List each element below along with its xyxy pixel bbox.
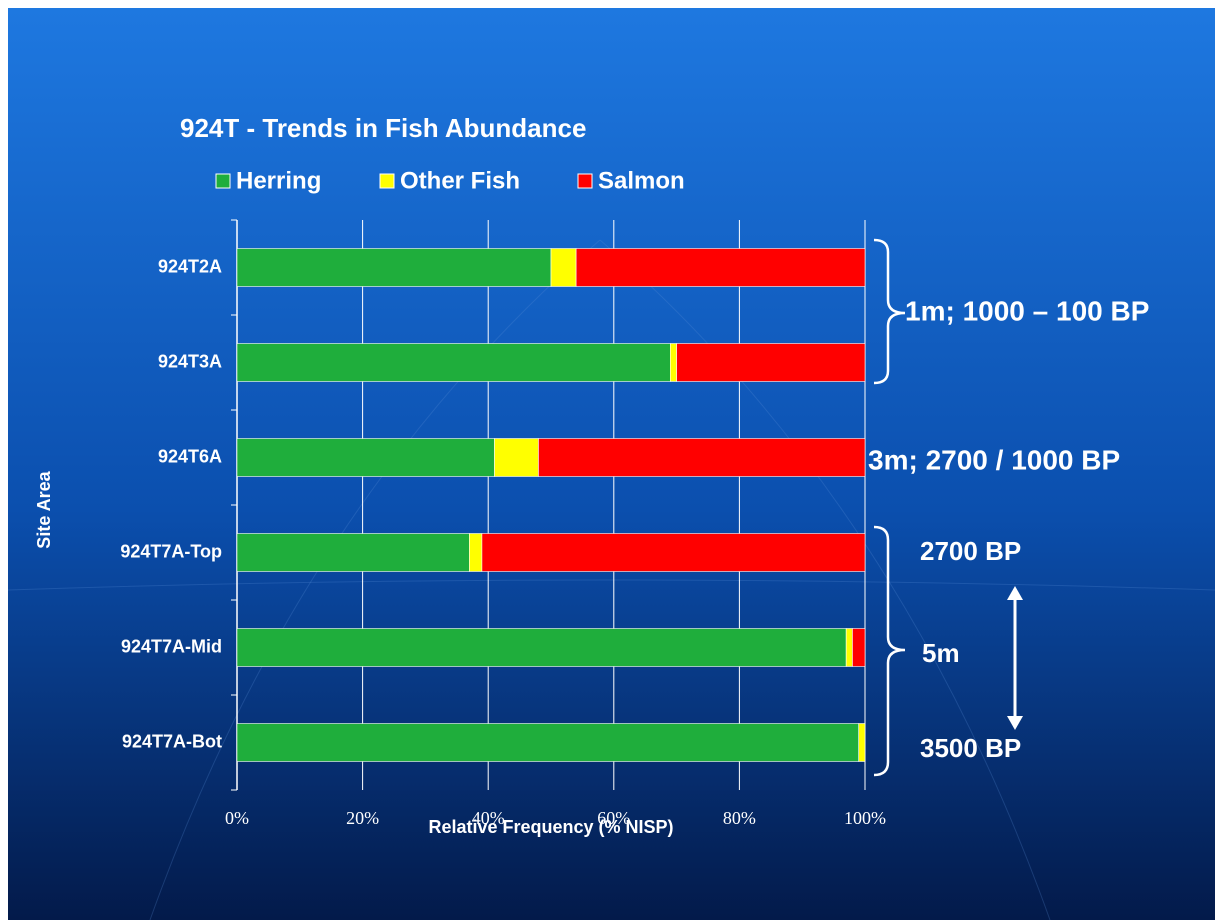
bar-segment — [236, 723, 860, 762]
annotation: 2700 BP — [920, 536, 1021, 566]
bar-segment — [575, 248, 866, 287]
bar-segment — [550, 248, 577, 287]
bar-segment — [469, 533, 483, 572]
bar-segment — [236, 438, 495, 477]
bar-segment — [852, 628, 866, 667]
bar-segment — [481, 533, 866, 572]
x-tick-label: 60% — [597, 808, 630, 828]
x-tick-label: 20% — [346, 808, 379, 828]
legend-swatch — [577, 173, 593, 189]
legend-swatch — [379, 173, 395, 189]
annotation: 3500 BP — [920, 733, 1021, 763]
arrow — [1007, 586, 1023, 730]
legend-label: Salmon — [598, 167, 685, 194]
brace — [873, 238, 906, 385]
x-axis-label: Relative Frequency (% NISP) — [428, 817, 673, 837]
bar-segment — [236, 628, 847, 667]
y-tick-label: 924T7A-Top — [120, 541, 222, 561]
bar-segment — [538, 438, 866, 477]
legend-swatch — [215, 173, 231, 189]
x-tick-label: 0% — [225, 808, 249, 828]
y-axis-label: Site Area — [34, 470, 54, 548]
bar-segment — [494, 438, 539, 477]
y-tick-label: 924T7A-Bot — [122, 731, 222, 751]
brace — [873, 525, 906, 777]
annotation: 5m — [922, 638, 960, 668]
legend-label: Herring — [236, 167, 321, 194]
bar-segment — [236, 248, 552, 287]
x-tick-label: 100% — [844, 808, 886, 828]
annotation: 1m; 1000 – 100 BP — [905, 295, 1149, 326]
bar-segment — [236, 533, 470, 572]
chart-title: 924T - Trends in Fish Abundance — [180, 113, 586, 143]
bar-segment — [845, 628, 853, 667]
bar-segment — [676, 343, 866, 382]
x-tick-label: 80% — [723, 808, 756, 828]
y-tick-label: 924T7A-Mid — [121, 636, 222, 656]
y-tick-label: 924T3A — [158, 351, 222, 371]
bar-segment — [858, 723, 866, 762]
y-tick-label: 924T6A — [158, 446, 222, 466]
annotation: 3m; 2700 / 1000 BP — [868, 444, 1120, 475]
x-tick-label: 40% — [472, 808, 505, 828]
bar-segment — [236, 343, 671, 382]
y-tick-label: 924T2A — [158, 256, 222, 276]
legend-label: Other Fish — [400, 167, 520, 194]
braces — [873, 238, 906, 777]
bar-segment — [670, 343, 677, 382]
